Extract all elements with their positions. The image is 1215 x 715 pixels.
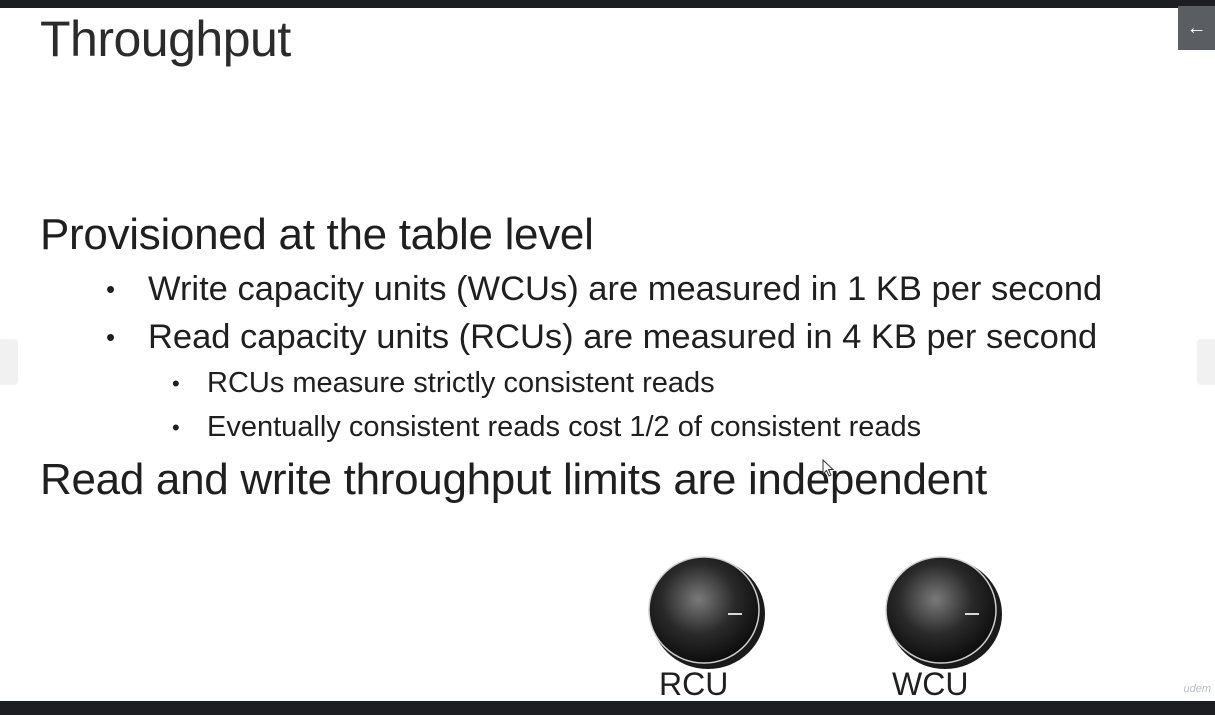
bottom-bar [0,701,1215,715]
bullet-wcu: • Write capacity units (WCUs) are measur… [106,270,1103,309]
watermark: udem [1183,683,1211,695]
sub-bullet-eventual: • Eventually consistent reads cost 1/2 o… [172,411,922,444]
arrow-left-icon: ← [1186,16,1207,39]
exit-fullscreen-button[interactable]: ← [1178,6,1215,50]
bullet-dot: • [106,274,116,304]
slide-title: Throughput [40,11,291,67]
mouse-cursor-icon [822,459,834,477]
wcu-knob-icon [885,556,1002,669]
heading-provisioned: Provisioned at the table level [40,210,594,259]
sub-bullet-strict: • RCUs measure strictly consistent reads [172,367,715,400]
next-slide-button[interactable] [1197,339,1215,385]
bullet-dot: • [172,415,180,440]
slide: Throughput Provisioned at the table leve… [0,8,1215,701]
heading-independent: Read and write throughput limits are ind… [40,455,987,504]
rcu-knob-icon [648,556,765,669]
prev-slide-button[interactable] [0,339,18,385]
bullet-text: RCUs measure strictly consistent reads [207,367,715,399]
bullet-text: Eventually consistent reads cost 1/2 of … [207,411,922,443]
rcu-label: RCU [659,666,729,701]
bullet-text: Write capacity units (WCUs) are measured… [148,270,1103,308]
bullet-dot: • [106,322,116,352]
bullet-text: Read capacity units (RCUs) are measured … [148,318,1098,356]
wcu-label: WCU [892,666,969,701]
bullet-rcu: • Read capacity units (RCUs) are measure… [106,318,1098,357]
bullet-dot: • [172,371,180,396]
